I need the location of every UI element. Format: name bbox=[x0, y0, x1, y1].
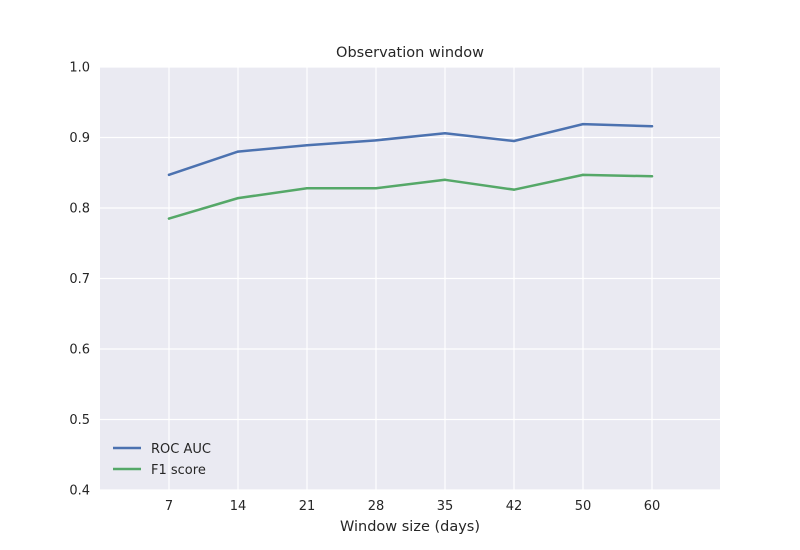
data-point-roc-auc bbox=[512, 139, 516, 143]
legend-label-f1-score: F1 score bbox=[151, 463, 206, 478]
y-tick-label: 0.9 bbox=[69, 131, 90, 146]
legend-label-roc-auc: ROC AUC bbox=[151, 442, 211, 457]
x-tick-label: 60 bbox=[644, 499, 661, 514]
tick-labels: 0.4 0.5 0.6 0.7 0.8 0.9 1.0 7 14 21 28 35 42 50 60 bbox=[69, 61, 660, 515]
y-tick-label: 0.4 bbox=[69, 484, 90, 499]
chart-title: Observation window bbox=[336, 45, 484, 61]
y-tick-label: 0.6 bbox=[69, 343, 90, 358]
data-point-f1-score bbox=[512, 188, 516, 191]
data-point-f1-score bbox=[443, 178, 447, 181]
data-point-f1-score bbox=[374, 187, 378, 190]
data-point-f1-score bbox=[305, 187, 309, 190]
data-point-f1-score bbox=[650, 175, 654, 178]
x-tick-label: 35 bbox=[437, 499, 454, 514]
data-point-roc-auc bbox=[581, 122, 585, 126]
y-tick-label: 0.5 bbox=[69, 413, 90, 428]
data-point-roc-auc bbox=[167, 173, 171, 177]
data-point-roc-auc bbox=[236, 150, 240, 153]
x-tick-label: 7 bbox=[165, 499, 173, 514]
legend: ROC AUC F1 score bbox=[113, 442, 211, 478]
data-point-f1-score bbox=[236, 196, 240, 200]
x-tick-label: 42 bbox=[506, 499, 523, 514]
y-tick-label: 1.0 bbox=[69, 61, 90, 76]
y-tick-label: 0.8 bbox=[69, 202, 90, 217]
data-point-roc-auc bbox=[305, 144, 309, 147]
data-point-f1-score bbox=[581, 173, 585, 177]
grid-lines bbox=[100, 66, 720, 491]
series-lines bbox=[167, 122, 654, 220]
x-tick-label: 50 bbox=[575, 499, 592, 514]
x-tick-label: 21 bbox=[299, 499, 316, 514]
x-axis-label: Window size (days) bbox=[340, 519, 480, 535]
series-line-f1-score bbox=[167, 173, 654, 220]
data-point-roc-auc bbox=[443, 132, 447, 135]
x-tick-label: 14 bbox=[230, 499, 247, 514]
series-line-roc-auc bbox=[167, 122, 654, 177]
data-point-roc-auc bbox=[374, 139, 378, 142]
y-tick-label: 0.7 bbox=[69, 272, 90, 287]
data-point-f1-score bbox=[167, 217, 171, 220]
data-point-roc-auc bbox=[650, 125, 654, 128]
x-tick-label: 28 bbox=[368, 499, 385, 514]
